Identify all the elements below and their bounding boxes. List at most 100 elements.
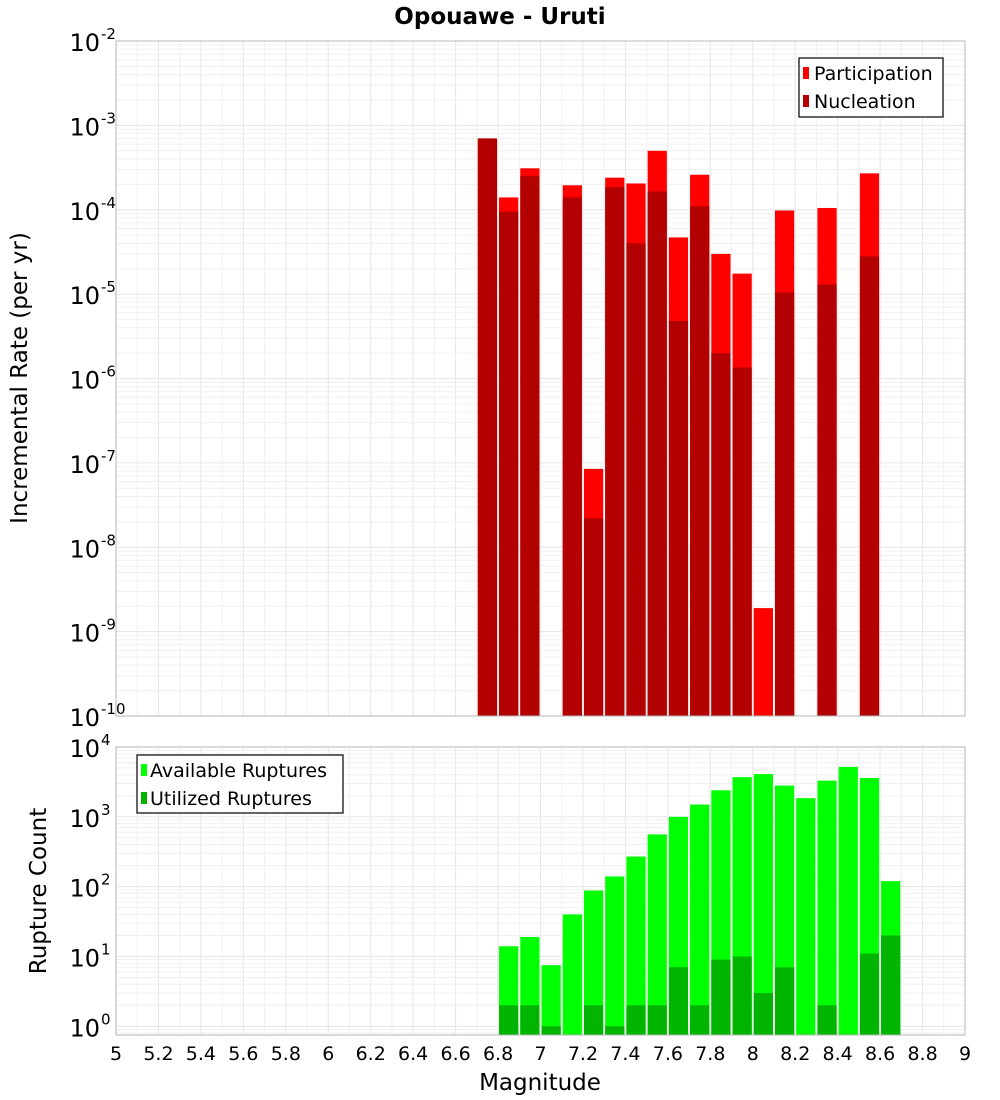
- x-tick-label: 7.2: [568, 1043, 598, 1065]
- x-tick-label: 5.2: [143, 1043, 173, 1065]
- available-ruptures-bar: [583, 890, 604, 1035]
- count-y-tick-label: 10: [69, 944, 100, 972]
- rate-y-tick-label: 10: [69, 620, 100, 648]
- available-ruptures-bar: [796, 798, 816, 1035]
- available-ruptures-bar: [626, 856, 646, 1035]
- count-y-tick-label: 10: [69, 735, 100, 763]
- rate-plot-border: [115, 40, 966, 717]
- rate-y-tick-label: 10: [69, 367, 100, 395]
- count-y-tick-label: 10: [69, 875, 100, 903]
- rate-y-tick-label-exponent: -2: [101, 25, 116, 43]
- nucleation-bar: [626, 243, 646, 717]
- utilized-ruptures-bar: [753, 992, 773, 1035]
- x-tick-label: 5.6: [228, 1043, 258, 1065]
- x-tick-label: 6: [322, 1043, 334, 1065]
- rate-y-axis-title: Incremental Rate (per yr): [7, 232, 33, 524]
- count-y-tick-label-exponent: 4: [101, 731, 111, 749]
- rate-y-tick-label-exponent: -8: [101, 531, 116, 549]
- available-ruptures-bar: [605, 876, 625, 1035]
- rate-y-tick-label-exponent: -9: [101, 616, 116, 634]
- utilized-ruptures-bar: [859, 953, 880, 1035]
- legend-label-nucleation: Nucleation: [814, 91, 916, 113]
- utilized-ruptures-bar: [774, 967, 795, 1035]
- nucleation-bar: [690, 206, 710, 716]
- nucleation-bar: [817, 284, 837, 716]
- rate-y-tick-label: 10: [69, 198, 100, 226]
- rate-y-tick-label: 10: [69, 704, 100, 732]
- count-y-tick-label-exponent: 3: [101, 801, 111, 819]
- participation-bar: [753, 608, 773, 716]
- nucleation-bar: [774, 292, 795, 716]
- nucleation-bar: [668, 321, 689, 716]
- utilized-ruptures-bar: [520, 1005, 540, 1035]
- utilized-ruptures-bar: [732, 956, 752, 1035]
- x-tick-label: 6.2: [356, 1043, 386, 1065]
- rate-y-tick-label: 10: [69, 282, 100, 310]
- available-ruptures-bar: [690, 804, 710, 1035]
- rate-y-tick-label-exponent: -10: [101, 700, 126, 718]
- count-y-axis-title: Rupture Count: [26, 808, 52, 974]
- rate-y-tick-label-exponent: -4: [101, 194, 116, 212]
- count-y-tick-label: 10: [69, 805, 100, 833]
- x-tick-label: 8: [747, 1043, 759, 1065]
- x-tick-label: 8.2: [780, 1043, 810, 1065]
- rate-y-tick-label-exponent: -5: [101, 278, 116, 296]
- count-y-tick-label-exponent: 2: [101, 871, 111, 889]
- x-tick-label: 7.8: [695, 1043, 725, 1065]
- available-ruptures-bar: [753, 774, 773, 1035]
- utilized-ruptures-bar: [711, 959, 731, 1035]
- x-tick-label: 6.4: [398, 1043, 428, 1065]
- rate-bars: [477, 138, 880, 717]
- legend-label-utilized: Utilized Ruptures: [150, 788, 312, 810]
- available-ruptures-bar: [647, 834, 667, 1035]
- x-tick-label: 8.4: [823, 1043, 853, 1065]
- rate-y-tick-label: 10: [69, 113, 100, 141]
- rate-legend-box: [798, 57, 944, 118]
- utilized-ruptures-bar: [668, 967, 689, 1035]
- legend-swatch-participation: [803, 67, 809, 79]
- nucleation-bar: [499, 211, 519, 716]
- utilized-ruptures-bar: [499, 1005, 519, 1035]
- legend-swatch-nucleation: [803, 95, 809, 107]
- x-tick-label: 6.8: [483, 1043, 513, 1065]
- rate-y-tick-label: 10: [69, 535, 100, 563]
- utilized-ruptures-bar: [881, 935, 901, 1035]
- utilized-ruptures-bar: [690, 1005, 710, 1035]
- x-tick-label: 7: [534, 1043, 546, 1065]
- rate-y-tick-label: 10: [69, 29, 100, 57]
- utilized-ruptures-bar: [817, 1005, 837, 1035]
- x-tick-label: 8.6: [865, 1043, 895, 1065]
- available-ruptures-bar: [838, 766, 858, 1035]
- x-tick-label: 5.8: [271, 1043, 301, 1065]
- x-axis-title: Magnitude: [479, 1070, 601, 1096]
- utilized-ruptures-bar: [626, 1005, 646, 1035]
- count-legend-box: [136, 754, 344, 814]
- count-bars: [499, 766, 901, 1035]
- rate-grid: [115, 40, 966, 717]
- rate-y-tick-label-exponent: -7: [101, 447, 116, 465]
- nucleation-bar: [732, 367, 752, 716]
- nucleation-bar: [583, 518, 604, 716]
- legend-swatch-available: [141, 764, 147, 776]
- x-tick-label: 5: [110, 1043, 122, 1065]
- utilized-ruptures-bar: [583, 1005, 604, 1035]
- x-tick-label: 8.8: [907, 1043, 937, 1065]
- utilized-ruptures-bar: [605, 1026, 625, 1035]
- legend-label-available: Available Ruptures: [150, 760, 327, 782]
- legend-swatch-utilized: [141, 792, 147, 804]
- nucleation-bar: [605, 187, 625, 716]
- rate-y-tick-label-exponent: -3: [101, 109, 116, 127]
- count-y-tick-label-exponent: 1: [101, 940, 111, 958]
- x-tick-label: 7.4: [610, 1043, 640, 1065]
- x-tick-label: 7.6: [653, 1043, 683, 1065]
- chart-title: Opouawe - Uruti: [394, 4, 605, 30]
- x-tick-label: 5.4: [186, 1043, 216, 1065]
- rate-y-tick-label-exponent: -6: [101, 363, 116, 381]
- nucleation-bar: [711, 353, 731, 716]
